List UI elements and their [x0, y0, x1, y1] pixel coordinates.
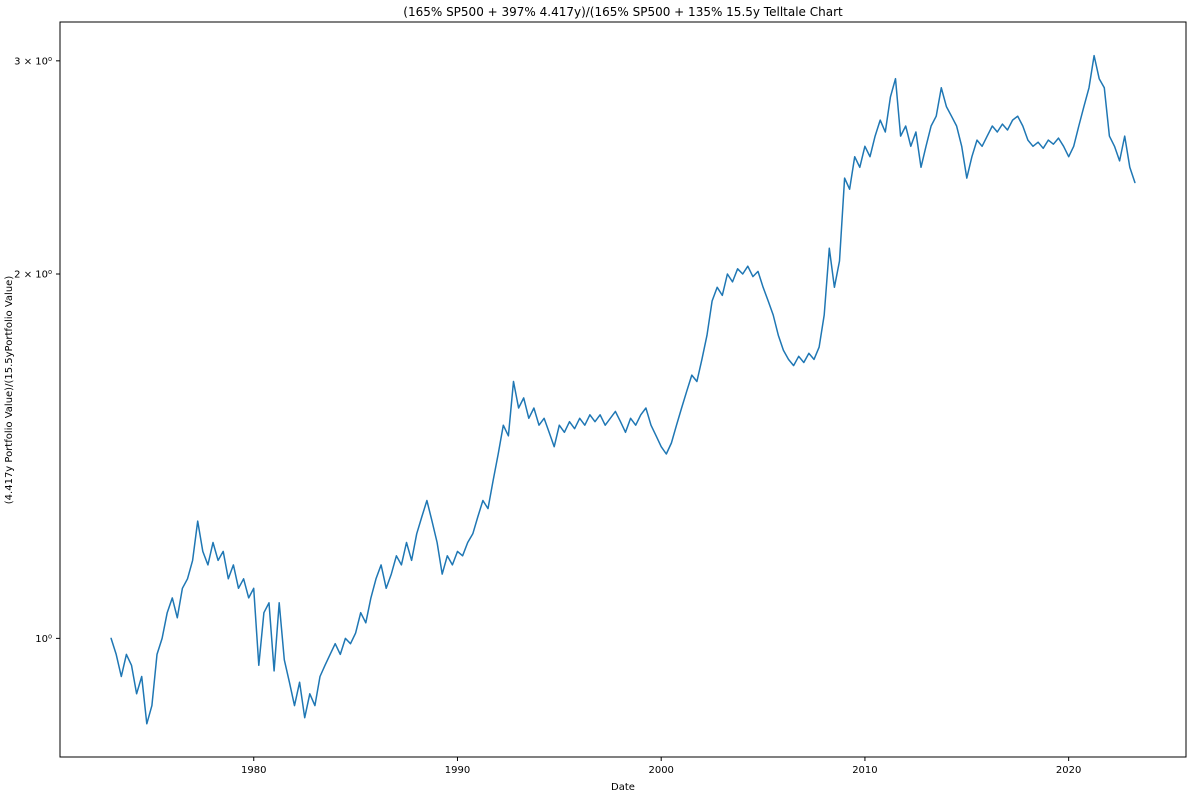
- x-tick-label: 2000: [648, 765, 673, 776]
- y-tick-label: 3 × 10⁰: [14, 56, 52, 67]
- series-line: [110, 54, 1136, 725]
- x-tick-label: 2020: [1056, 765, 1081, 776]
- x-axis-ticks: 1980 1990 2000 2010 2020: [241, 757, 1081, 776]
- x-tick-label: 2010: [852, 765, 877, 776]
- y-tick-label: 10⁰: [35, 634, 52, 645]
- y-tick-label: 2 × 10⁰: [14, 269, 52, 280]
- plot-border: [59, 21, 1187, 758]
- x-tick-label: 1990: [445, 765, 470, 776]
- y-axis-ticks: 10⁰ 2 × 10⁰ 3 × 10⁰: [14, 56, 60, 645]
- y-axis-label: (4.417y Portfolio Value)/(15.5yPortfolio…: [4, 276, 15, 505]
- x-tick-label: 1980: [241, 765, 266, 776]
- x-axis-label: Date: [611, 782, 635, 793]
- chart-title: (165% SP500 + 397% 4.417y)/(165% SP500 +…: [403, 5, 843, 19]
